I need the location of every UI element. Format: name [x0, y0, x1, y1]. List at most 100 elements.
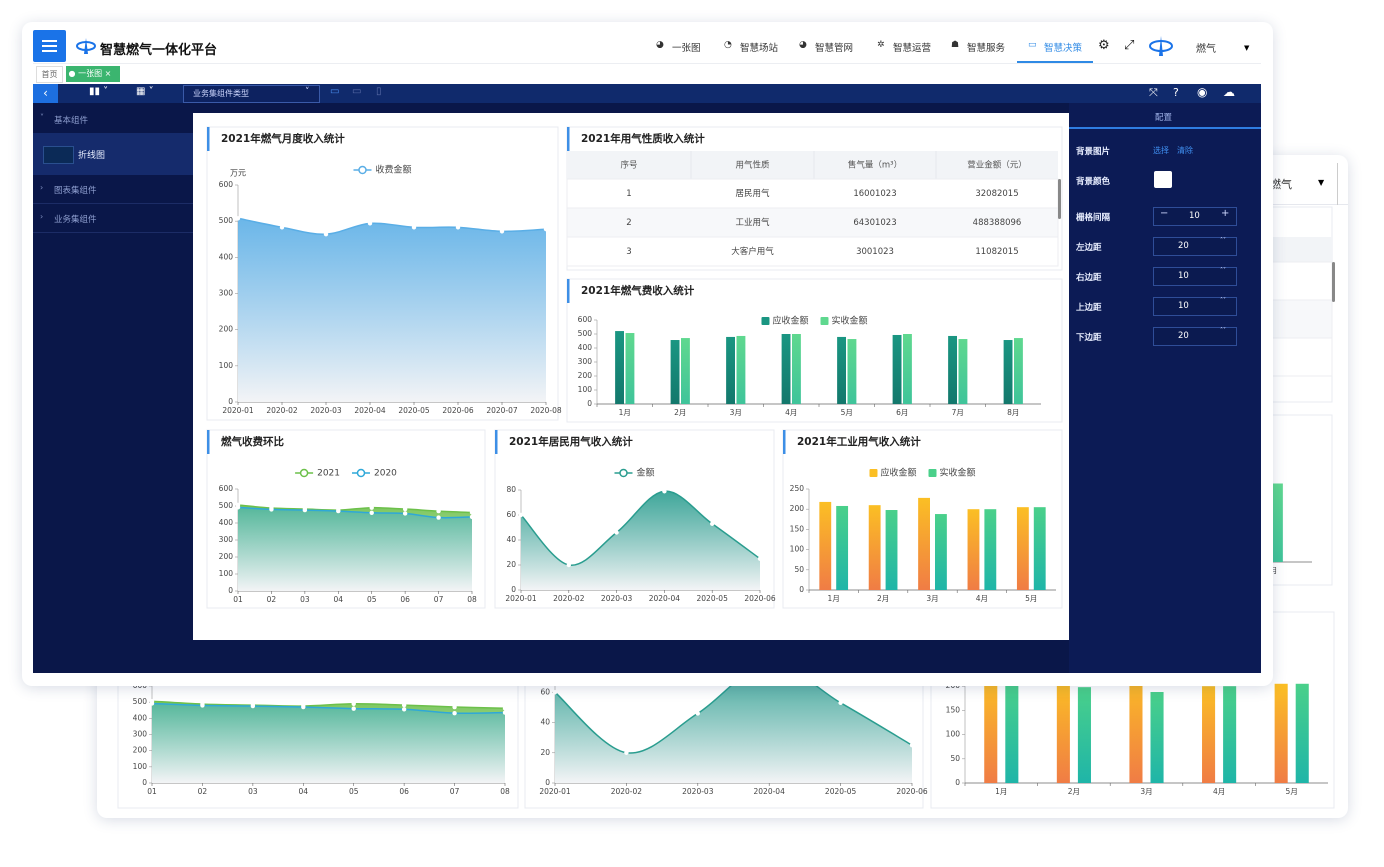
- device-phone[interactable]: ▯: [376, 86, 382, 97]
- table-header: 营业金额（元）: [967, 160, 1027, 171]
- legend-label: 收费金额: [375, 164, 411, 176]
- sidebar-separator: [33, 203, 193, 204]
- point: [200, 703, 205, 708]
- y-tick-label: 100: [946, 730, 961, 739]
- tab-home[interactable]: 首页: [36, 66, 63, 83]
- table-cell: 居民用气: [735, 188, 770, 199]
- point: [402, 511, 408, 516]
- x-tick-label: 08: [467, 595, 477, 604]
- tab-dot: ●: [66, 69, 79, 78]
- menu-button[interactable]: [33, 30, 66, 62]
- bar: [903, 334, 912, 404]
- help-icon[interactable]: ?: [1173, 86, 1179, 99]
- component-select[interactable]: 业务集组件类型 ˅: [183, 85, 320, 103]
- point: [336, 508, 341, 514]
- settings-icon[interactable]: ⚙: [1098, 38, 1110, 53]
- expand-icon[interactable]: ⤧: [1149, 86, 1158, 99]
- nav-item[interactable]: 智慧服务: [967, 43, 1006, 54]
- bar: [670, 340, 680, 404]
- sidebar-item[interactable]: 折线图: [78, 151, 106, 161]
- nav-icon: ▭: [1028, 40, 1037, 50]
- layout-button[interactable]: ▦ ˅: [136, 86, 154, 97]
- field-box[interactable]: [1153, 297, 1237, 316]
- nav-item[interactable]: 智慧管网: [815, 43, 854, 54]
- y-tick-label: 200: [219, 552, 234, 561]
- x-tick-label: 2020-01: [539, 787, 571, 796]
- user-name[interactable]: 燃气: [1196, 44, 1216, 55]
- point: [502, 706, 508, 711]
- y-tick-label: 600: [219, 180, 234, 189]
- title-accent: [495, 430, 498, 454]
- line: [237, 506, 473, 519]
- table-header: 序号: [620, 160, 637, 171]
- bar: [615, 331, 624, 404]
- field-decrement[interactable]: −: [1160, 208, 1169, 219]
- legend-label: 实收金额: [940, 467, 976, 479]
- x-tick-label: 3月: [1140, 787, 1152, 796]
- legend-label: 应收金额: [772, 315, 808, 327]
- y-tick-label: 100: [578, 385, 593, 394]
- chart-type-button[interactable]: ▮▮ ˅: [89, 86, 109, 97]
- header-border: [33, 63, 1261, 64]
- point: [250, 703, 256, 709]
- y-tick-label: 0: [799, 585, 804, 594]
- y-tick-label: 0: [545, 778, 550, 787]
- x-tick-label: 1月: [828, 594, 840, 603]
- point: [452, 704, 457, 710]
- field-arrows[interactable]: ˄˅: [1220, 327, 1226, 334]
- back-button[interactable]: ‹: [33, 84, 58, 103]
- fullscreen-icon[interactable]: ⤢: [1124, 38, 1135, 53]
- x-tick-label: 06: [400, 595, 410, 604]
- point: [552, 690, 558, 695]
- device-tablet[interactable]: ▭: [352, 86, 362, 97]
- device-desktop[interactable]: ▭: [330, 86, 340, 97]
- x-tick-label: 07: [434, 595, 444, 604]
- menu-bar: [42, 50, 57, 52]
- field-value: 10: [1189, 211, 1200, 221]
- point: [402, 506, 408, 512]
- save-icon[interactable]: ☁: [1223, 85, 1235, 99]
- y-tick-label: 600: [219, 484, 234, 493]
- config-title[interactable]: 配置: [1155, 113, 1173, 123]
- y-tick-label: 200: [133, 746, 148, 755]
- color-swatch[interactable]: [1154, 171, 1172, 188]
- nav-item[interactable]: 智慧运营: [893, 43, 932, 54]
- legend-swatch: [869, 469, 878, 477]
- y-tick-label: 50: [950, 754, 960, 763]
- y-tick-label: 500: [219, 216, 234, 225]
- table-header: 售气量（m³）: [848, 160, 902, 171]
- field-increment[interactable]: +: [1221, 208, 1230, 219]
- x-tick-label: 2020-02: [553, 594, 585, 603]
- field-box[interactable]: [1153, 267, 1237, 286]
- nav-item[interactable]: 智慧场站: [740, 43, 779, 54]
- field-box[interactable]: [1153, 207, 1237, 226]
- sidebar-group[interactable]: 基本组件: [54, 116, 89, 126]
- nav-item[interactable]: 智慧决策: [1044, 43, 1083, 54]
- field-arrows[interactable]: ˄˅: [1220, 237, 1226, 244]
- back-user[interactable]: 燃气: [1270, 178, 1292, 191]
- x-tick-label: 2020-05: [398, 406, 430, 415]
- tab-close[interactable]: ×: [102, 69, 112, 78]
- y-tick-label: 40: [506, 535, 516, 544]
- preview-icon[interactable]: ◉: [1197, 85, 1208, 99]
- user-avatar: [1149, 36, 1173, 56]
- title-accent: [567, 279, 570, 303]
- config-action[interactable]: 选择: [1153, 146, 1169, 155]
- legend: 应收金额 实收金额: [761, 315, 868, 327]
- bar: [1005, 682, 1019, 783]
- x-tick-label: 2020-03: [310, 406, 342, 415]
- nav-item[interactable]: 一张图: [672, 43, 701, 54]
- y-tick-label: 100: [219, 361, 234, 370]
- point: [662, 489, 667, 494]
- sidebar-separator: [33, 232, 193, 233]
- field-box[interactable]: [1153, 237, 1237, 256]
- sidebar-group[interactable]: 图表集组件: [54, 186, 97, 196]
- sidebar-group[interactable]: 业务集组件: [54, 215, 97, 225]
- field-box[interactable]: [1153, 327, 1237, 346]
- x-tick-label: 1月: [995, 787, 1007, 796]
- field-arrows[interactable]: ˄˅: [1220, 297, 1226, 304]
- field-arrows[interactable]: ˄˅: [1220, 267, 1226, 274]
- tab-active[interactable]: ● 一张图 ×: [66, 66, 120, 82]
- config-label: 栅格间隔: [1076, 213, 1111, 223]
- config-action[interactable]: 清除: [1177, 146, 1193, 155]
